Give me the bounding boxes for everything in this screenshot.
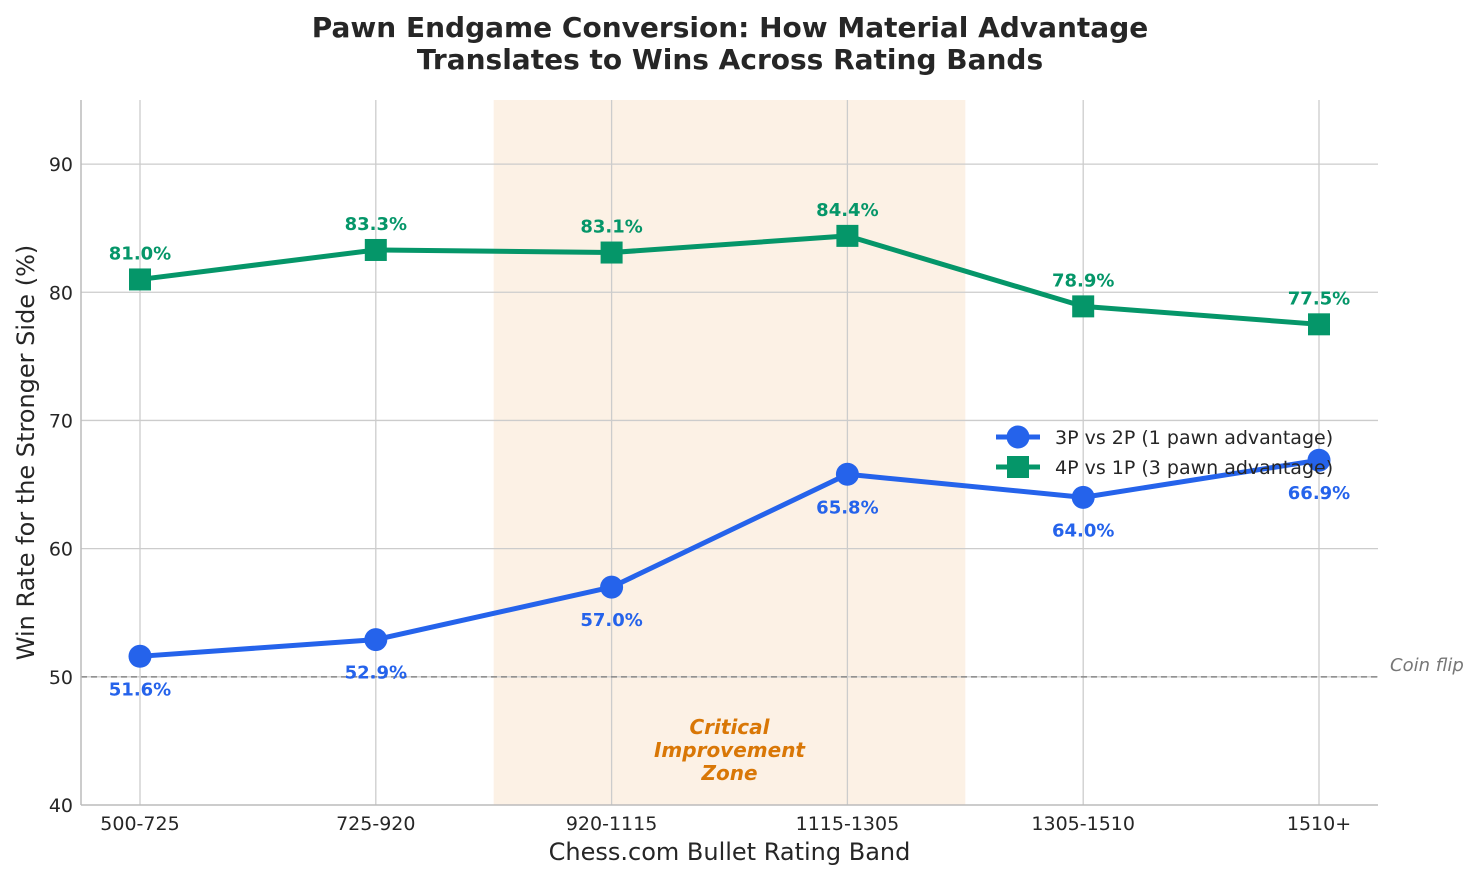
data-label: 52.9% (345, 663, 407, 684)
y-tick-label: 60 (49, 539, 73, 561)
y-tick-label: 70 (49, 410, 73, 432)
chart-title-line: Translates to Wins Across Rating Bands (417, 43, 1043, 76)
y-tick-label: 50 (49, 667, 73, 689)
data-label: 77.5% (1288, 288, 1350, 309)
legend-entry: 4P vs 1P (3 pawn advantage) (1055, 457, 1333, 479)
reference-label: Coin flip (1390, 655, 1464, 676)
zone-label-line: Improvement (654, 738, 806, 762)
data-point-square (1072, 295, 1095, 318)
data-point-square (1308, 313, 1330, 336)
y-tick-label: 90 (49, 154, 73, 176)
data-point-circle (1071, 485, 1095, 509)
legend-marker-circle (1006, 425, 1030, 449)
data-label: 57.0% (580, 610, 642, 631)
data-point-circle (1307, 448, 1331, 472)
data-label: 84.4% (816, 200, 878, 221)
data-label: 83.3% (345, 214, 407, 235)
data-point-circle (128, 644, 152, 668)
data-point-square (129, 268, 151, 291)
y-axis-title: Win Rate for the Stronger Side (%) (12, 245, 40, 660)
data-label: 51.6% (109, 679, 171, 700)
x-tick-label: 1510+ (1287, 813, 1351, 835)
highlight-zone (493, 100, 966, 805)
data-label: 78.9% (1052, 270, 1114, 291)
data-point-circle (600, 575, 624, 599)
data-point-circle (835, 462, 859, 486)
legend-marker-square (1007, 456, 1029, 478)
zone-label-line: Critical (689, 715, 770, 739)
data-point-circle (364, 628, 388, 652)
data-point-square (364, 238, 387, 261)
series-line-0 (137, 457, 1322, 659)
data-label: 81.0% (109, 243, 171, 264)
x-tick-label: 500-725 (100, 813, 179, 835)
data-label: 66.9% (1288, 483, 1350, 504)
x-tick-label: 1115-1305 (796, 813, 900, 835)
legend-entry: 3P vs 2P (1 pawn advantage) (1055, 427, 1333, 449)
y-tick-label: 40 (49, 795, 73, 817)
series-line-1 (137, 233, 1322, 327)
data-point-square (836, 224, 859, 247)
x-tick-label: 920-1115 (566, 813, 657, 835)
chart-title-line: Pawn Endgame Conversion: How Material Ad… (312, 11, 1149, 44)
x-axis-title: Chess.com Bullet Rating Band (549, 838, 911, 866)
zone-label-line: Zone (700, 761, 757, 785)
data-label: 64.0% (1052, 520, 1114, 541)
x-tick-label: 1305-1510 (1031, 813, 1135, 835)
data-point-square (600, 241, 623, 264)
x-tick-label: 725-920 (336, 813, 415, 835)
data-label: 83.1% (580, 217, 642, 238)
data-label: 65.8% (816, 497, 878, 518)
y-tick-label: 80 (49, 282, 73, 304)
